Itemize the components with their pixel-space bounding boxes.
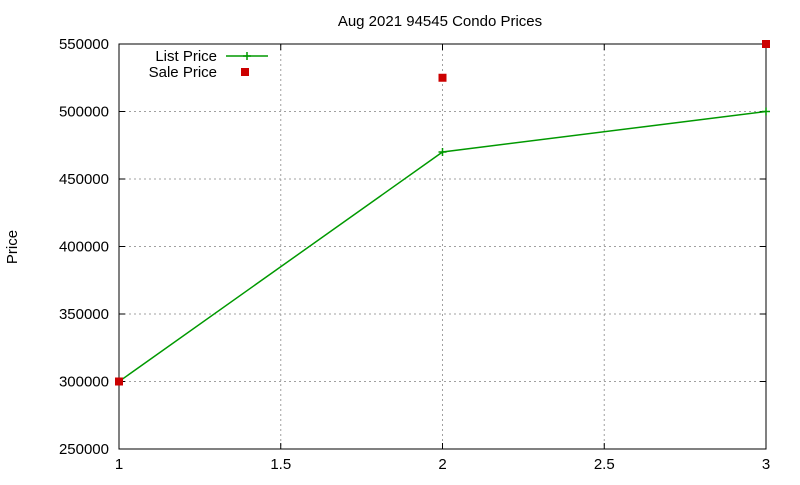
legend-label: List Price bbox=[155, 48, 217, 65]
x-tick-label: 1 bbox=[115, 456, 123, 473]
y-tick-label: 500000 bbox=[59, 104, 109, 121]
y-tick-label: 400000 bbox=[59, 239, 109, 256]
y-tick-label: 300000 bbox=[59, 374, 109, 391]
legend-label: Sale Price bbox=[149, 64, 217, 81]
y-tick-label: 550000 bbox=[59, 36, 109, 53]
sale-price-point bbox=[762, 40, 770, 48]
list-price-point bbox=[438, 148, 447, 156]
y-tick-label: 350000 bbox=[59, 306, 109, 323]
legend-marker bbox=[241, 68, 249, 76]
x-tick-label: 3 bbox=[762, 456, 770, 473]
x-tick-label: 2 bbox=[438, 456, 446, 473]
y-tick-label: 250000 bbox=[59, 441, 109, 458]
axis-layer: 250000 300000 350000 400000 450000 500000 5500… bbox=[59, 36, 770, 473]
series-layer bbox=[115, 40, 770, 386]
x-tick-label: 1.5 bbox=[270, 456, 291, 473]
sale-price-point bbox=[438, 73, 447, 82]
grid-layer bbox=[119, 44, 766, 449]
chart-title: Aug 2021 94545 Condo Prices bbox=[338, 13, 542, 30]
list-price-point bbox=[762, 107, 770, 116]
y-axis-label: Price bbox=[4, 230, 21, 264]
x-tick-label: 2.5 bbox=[594, 456, 615, 473]
sale-price-point bbox=[115, 377, 123, 386]
y-tick-label: 450000 bbox=[59, 171, 109, 188]
legend-marker bbox=[243, 52, 251, 60]
